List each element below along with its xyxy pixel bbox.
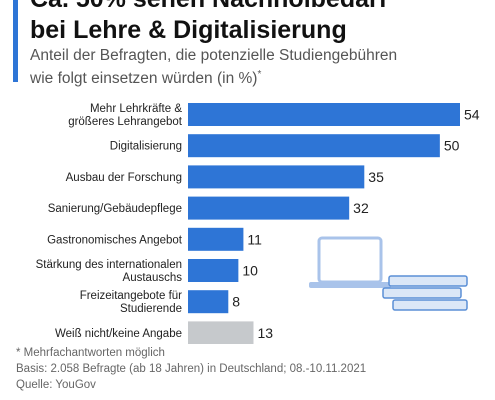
category-label-5: Gastronomisches Angebot: [47, 234, 183, 246]
value-label-2: 50: [444, 138, 460, 154]
value-label-8: 13: [257, 325, 273, 341]
chart-footer: * Mehrfachantworten möglich Basis: 2.058…: [16, 345, 366, 393]
chart-title-line-1: Ca. 50% sehen Nachholbedarf: [30, 0, 387, 15]
source-text: Quelle: YouGov: [16, 379, 96, 391]
value-label-6: 10: [242, 263, 258, 279]
bar-1: [188, 103, 460, 126]
category-label-5-line-1: Gastronomisches Angebot: [47, 234, 183, 246]
value-label-7: 8: [232, 294, 240, 310]
category-label-8: Weiß nicht/keine Angabe: [55, 328, 182, 340]
category-label-1-line-1: Mehr Lehrkräfte &: [90, 103, 182, 115]
bar-4: [188, 196, 350, 220]
subtitle-footnote-mark: *: [257, 69, 262, 80]
laptop-base: [309, 282, 391, 288]
category-label-1: Mehr Lehrkräfte & größeres Lehrangebot: [68, 103, 183, 128]
bar-6: [188, 259, 239, 282]
category-label-1-line-2: größeres Lehrangebot: [68, 116, 183, 128]
category-label-4: Sanierung/Gebäudepflege: [48, 203, 182, 215]
subtitle-line-1: Anteil der Befragten, die potenzielle St…: [30, 47, 398, 64]
bar-8: [188, 321, 254, 344]
laptop-screen: [317, 236, 383, 284]
title-accent-bar: [13, 0, 18, 82]
footnote-text: * Mehrfachantworten möglich: [16, 347, 165, 359]
value-label-1: 54: [464, 107, 480, 123]
category-label-6-line-1: Stärkung des internationalen: [36, 259, 182, 271]
bar-2: [188, 134, 440, 158]
category-label-8-line-1: Weiß nicht/keine Angabe: [55, 328, 182, 340]
bar-7: [188, 290, 229, 314]
chart-title-line-2: bei Lehre & Digitalisierung: [30, 16, 347, 44]
category-label-7: Freizeitangebote für Studierende: [80, 290, 182, 315]
subtitle-line-2: wie folgt einsetzen würden (in %)*: [30, 65, 485, 88]
book-top: [388, 275, 468, 287]
chart-title: Ca. 50% sehen Nachholbedarf bei Lehre & …: [30, 0, 387, 46]
book-bottom: [392, 299, 468, 311]
category-label-6-line-2: Austauschs: [123, 272, 183, 284]
category-label-3-line-1: Ausbau der Forschung: [66, 172, 182, 184]
bar-3: [188, 165, 365, 189]
basis-text: Basis: 2.058 Befragte (ab 18 Jahren) in …: [16, 363, 367, 375]
bar-5: [188, 227, 244, 251]
category-label-2-line-1: Digitalisierung: [110, 141, 182, 153]
value-label-4: 32: [353, 200, 369, 216]
category-label-3: Ausbau der Forschung: [66, 172, 182, 184]
chart-subtitle: Anteil der Befragten, die potenzielle St…: [30, 46, 485, 88]
category-label-6: Stärkung des internationalen Austauschs: [36, 259, 183, 284]
category-label-4-line-1: Sanierung/Gebäudepflege: [48, 203, 182, 215]
category-label-7-line-2: Studierende: [120, 303, 182, 315]
value-label-5: 11: [247, 231, 262, 247]
category-label-7-line-1: Freizeitangebote für: [80, 290, 182, 302]
value-label-3: 35: [368, 169, 384, 185]
laptop-and-books-illustration: [309, 236, 468, 311]
book-middle: [382, 287, 462, 299]
subtitle-line-2-text: wie folgt einsetzen würden (in %): [30, 70, 258, 88]
bar-chart: 54 Mehr Lehrkräfte & größeres Lehrangebot 5…: [36, 103, 480, 344]
category-label-2: Digitalisierung: [110, 141, 182, 153]
